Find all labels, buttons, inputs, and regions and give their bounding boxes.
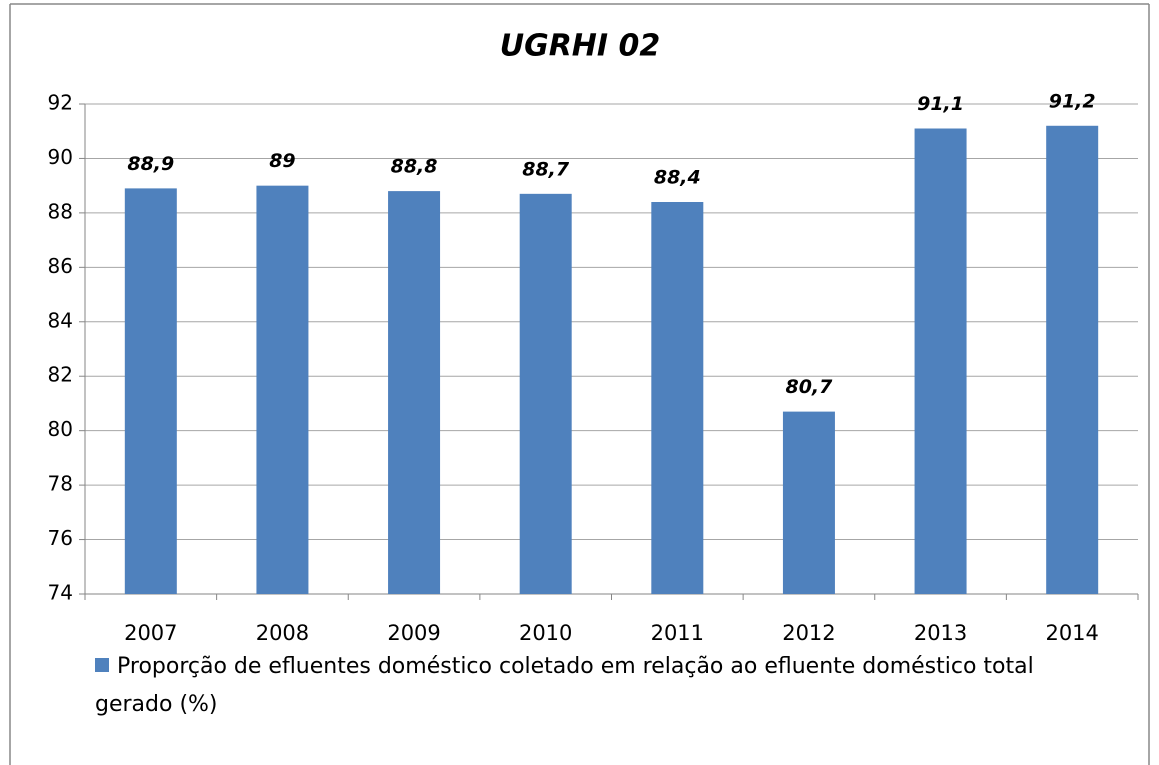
legend-marker	[95, 658, 109, 672]
bar	[388, 191, 441, 594]
value-label: 88,9	[127, 153, 174, 175]
x-tick-label: 2009	[387, 621, 440, 645]
value-label: 88,8	[391, 156, 438, 178]
y-tick-label: 80	[48, 417, 73, 441]
bar	[256, 185, 309, 594]
chart-title: UGRHI 02	[500, 29, 661, 64]
legend-label: Proporção de efluentes doméstico coletad…	[95, 654, 1034, 717]
bar	[651, 202, 704, 594]
y-tick-label: 90	[48, 145, 73, 169]
bar	[782, 411, 835, 594]
x-tick-label: 2014	[1045, 621, 1098, 645]
y-tick-label: 86	[48, 254, 73, 278]
value-label: 80,7	[785, 376, 833, 398]
value-label: 91,2	[1049, 90, 1096, 112]
bar	[519, 193, 572, 595]
y-tick-label: 92	[48, 91, 73, 115]
value-label: 88,7	[522, 158, 570, 180]
y-tick-label: 82	[48, 363, 73, 387]
value-label: 91,1	[917, 93, 964, 115]
y-tick-label: 84	[48, 308, 73, 332]
x-tick-label: 2008	[256, 621, 309, 645]
x-tick-label: 2013	[914, 621, 967, 645]
bar	[914, 128, 967, 594]
legend: Proporção de efluentes doméstico coletad…	[95, 648, 1105, 724]
x-tick-label: 2007	[124, 621, 177, 645]
bar	[1046, 125, 1099, 595]
y-tick-label: 88	[48, 199, 73, 223]
x-tick-label: 2010	[519, 621, 572, 645]
y-tick-label: 74	[48, 581, 73, 605]
value-label: 88,4	[654, 167, 701, 189]
y-tick-label: 76	[48, 526, 73, 550]
x-tick-label: 2012	[782, 621, 835, 645]
x-tick-label: 2011	[651, 621, 704, 645]
y-tick-label: 78	[48, 472, 73, 496]
bar	[124, 188, 177, 594]
value-label: 89	[269, 150, 295, 172]
